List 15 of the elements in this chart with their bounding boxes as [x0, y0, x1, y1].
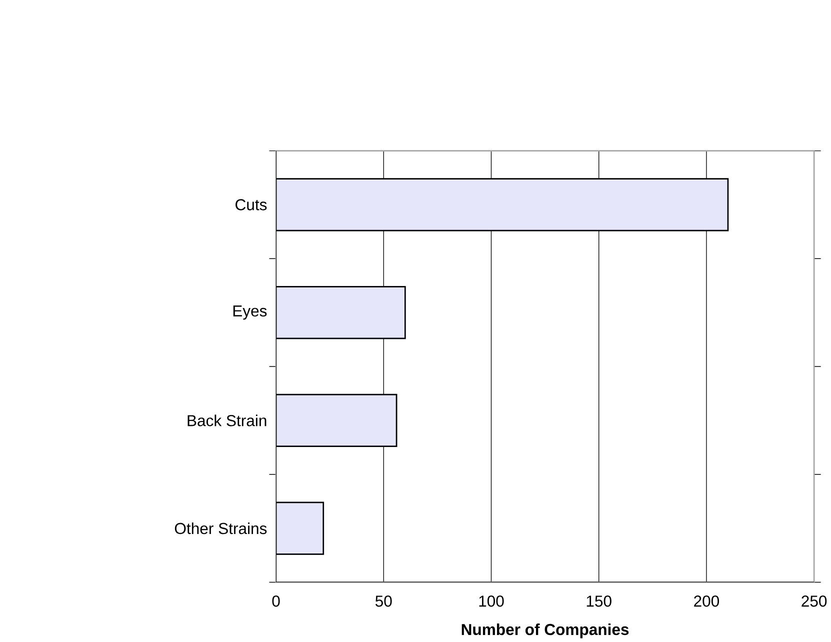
- x-axis-title: Number of Companies: [462, 624, 629, 638]
- x-tick-label: 50: [375, 596, 392, 607]
- y-tick-label: Cuts: [236, 199, 267, 210]
- y-tick-label: Other Strains: [174, 522, 267, 534]
- y-tick-label: Eyes: [233, 306, 267, 320]
- bar: [276, 394, 398, 448]
- x-tick-label: 200: [694, 596, 720, 607]
- x-tick-label: 100: [479, 596, 504, 607]
- bar: [276, 178, 729, 232]
- x-tick-label: 250: [802, 596, 827, 607]
- y-tick-label: Back Strain: [188, 414, 266, 426]
- bar: [276, 502, 324, 555]
- x-tick-label: 150: [586, 596, 612, 607]
- x-tick-label: 0: [272, 596, 280, 607]
- bar: [276, 286, 406, 340]
